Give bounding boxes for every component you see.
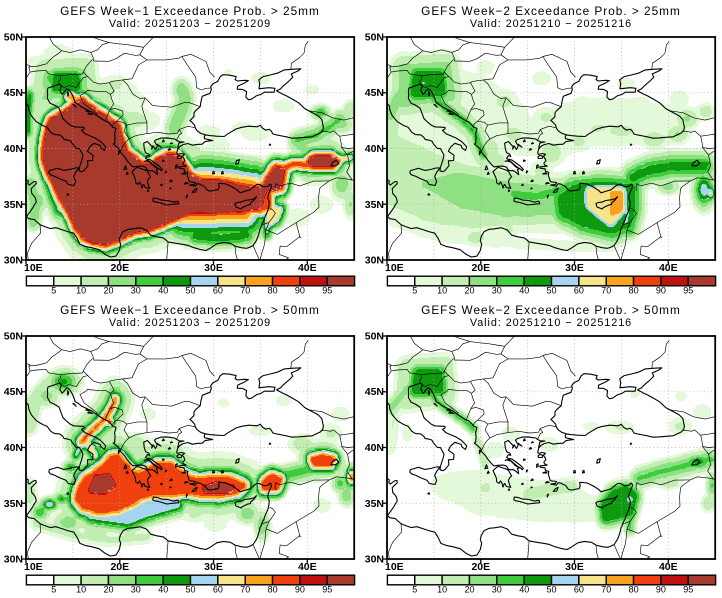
- svg-text:30: 30: [492, 286, 502, 296]
- svg-text:45N: 45N: [4, 87, 23, 99]
- svg-text:45N: 45N: [365, 87, 384, 99]
- svg-text:10: 10: [76, 585, 86, 595]
- svg-text:20: 20: [103, 585, 113, 595]
- svg-text:40N: 40N: [365, 442, 384, 454]
- svg-text:40N: 40N: [365, 143, 384, 155]
- svg-text:50N: 50N: [4, 32, 23, 44]
- svg-text:40: 40: [158, 585, 168, 595]
- svg-text:60: 60: [574, 286, 584, 296]
- svg-text:35N: 35N: [365, 199, 384, 211]
- svg-text:50N: 50N: [365, 331, 384, 343]
- svg-text:GEFS Week−1 Exceedance Prob. >: GEFS Week−1 Exceedance Prob. > 50mm: [60, 303, 320, 317]
- svg-text:30N: 30N: [365, 255, 384, 267]
- svg-text:80: 80: [268, 286, 278, 296]
- svg-text:80: 80: [629, 286, 639, 296]
- svg-text:35N: 35N: [4, 199, 23, 211]
- svg-text:Valid: 20251203 − 20251209: Valid: 20251203 − 20251209: [109, 317, 271, 329]
- svg-text:40: 40: [158, 286, 168, 296]
- svg-text:45N: 45N: [4, 386, 23, 398]
- svg-text:30: 30: [131, 286, 141, 296]
- svg-text:50N: 50N: [365, 32, 384, 44]
- svg-text:20E: 20E: [471, 561, 490, 573]
- svg-text:40E: 40E: [298, 561, 317, 573]
- svg-text:95: 95: [322, 585, 332, 595]
- svg-text:20: 20: [464, 286, 474, 296]
- svg-text:35N: 35N: [4, 498, 23, 510]
- svg-text:40: 40: [519, 585, 529, 595]
- svg-text:50: 50: [546, 585, 556, 595]
- svg-text:10: 10: [437, 286, 447, 296]
- svg-text:30E: 30E: [204, 561, 223, 573]
- svg-text:30N: 30N: [365, 554, 384, 566]
- svg-text:20: 20: [464, 585, 474, 595]
- svg-text:90: 90: [656, 286, 666, 296]
- svg-text:90: 90: [295, 585, 305, 595]
- svg-text:30N: 30N: [4, 554, 23, 566]
- svg-text:5: 5: [51, 286, 56, 296]
- svg-text:40N: 40N: [4, 143, 23, 155]
- svg-text:20E: 20E: [471, 262, 490, 274]
- svg-text:50: 50: [185, 286, 195, 296]
- svg-text:95: 95: [683, 585, 693, 595]
- svg-text:5: 5: [412, 286, 417, 296]
- svg-text:50: 50: [185, 585, 195, 595]
- svg-text:30E: 30E: [565, 561, 584, 573]
- svg-text:70: 70: [601, 286, 611, 296]
- svg-text:80: 80: [629, 585, 639, 595]
- svg-text:GEFS Week−1 Exceedance Prob. >: GEFS Week−1 Exceedance Prob. > 25mm: [60, 4, 320, 18]
- svg-text:10E: 10E: [24, 561, 43, 573]
- svg-text:40E: 40E: [298, 262, 317, 274]
- svg-text:Valid: 20251210 − 20251216: Valid: 20251210 − 20251216: [470, 18, 632, 30]
- svg-text:Valid: 20251203 − 20251209: Valid: 20251203 − 20251209: [109, 18, 271, 30]
- svg-text:90: 90: [295, 286, 305, 296]
- svg-text:30E: 30E: [204, 262, 223, 274]
- svg-text:40E: 40E: [659, 262, 678, 274]
- svg-text:95: 95: [683, 286, 693, 296]
- svg-text:50: 50: [546, 286, 556, 296]
- svg-text:60: 60: [213, 585, 223, 595]
- svg-text:80: 80: [268, 585, 278, 595]
- svg-text:Valid: 20251210 − 20251216: Valid: 20251210 − 20251216: [470, 317, 632, 329]
- svg-text:40E: 40E: [659, 561, 678, 573]
- svg-text:30N: 30N: [4, 255, 23, 267]
- svg-text:70: 70: [601, 585, 611, 595]
- svg-text:GEFS Week−2 Exceedance Prob. >: GEFS Week−2 Exceedance Prob. > 25mm: [421, 4, 681, 18]
- svg-text:90: 90: [656, 585, 666, 595]
- svg-text:10E: 10E: [24, 262, 43, 274]
- svg-text:60: 60: [574, 585, 584, 595]
- svg-text:10: 10: [437, 585, 447, 595]
- svg-text:30: 30: [492, 585, 502, 595]
- svg-text:70: 70: [240, 585, 250, 595]
- svg-text:30E: 30E: [565, 262, 584, 274]
- svg-text:40: 40: [519, 286, 529, 296]
- svg-text:20: 20: [103, 286, 113, 296]
- svg-text:35N: 35N: [365, 498, 384, 510]
- svg-text:20E: 20E: [110, 561, 129, 573]
- svg-text:40N: 40N: [4, 442, 23, 454]
- svg-text:GEFS Week−2 Exceedance Prob. >: GEFS Week−2 Exceedance Prob. > 50mm: [421, 303, 681, 317]
- svg-text:10E: 10E: [385, 262, 404, 274]
- svg-text:20E: 20E: [110, 262, 129, 274]
- svg-text:95: 95: [322, 286, 332, 296]
- svg-text:5: 5: [51, 585, 56, 595]
- svg-text:30: 30: [131, 585, 141, 595]
- svg-text:45N: 45N: [365, 386, 384, 398]
- svg-text:70: 70: [240, 286, 250, 296]
- svg-text:10E: 10E: [385, 561, 404, 573]
- svg-text:5: 5: [412, 585, 417, 595]
- svg-text:50N: 50N: [4, 331, 23, 343]
- svg-text:10: 10: [76, 286, 86, 296]
- svg-text:60: 60: [213, 286, 223, 296]
